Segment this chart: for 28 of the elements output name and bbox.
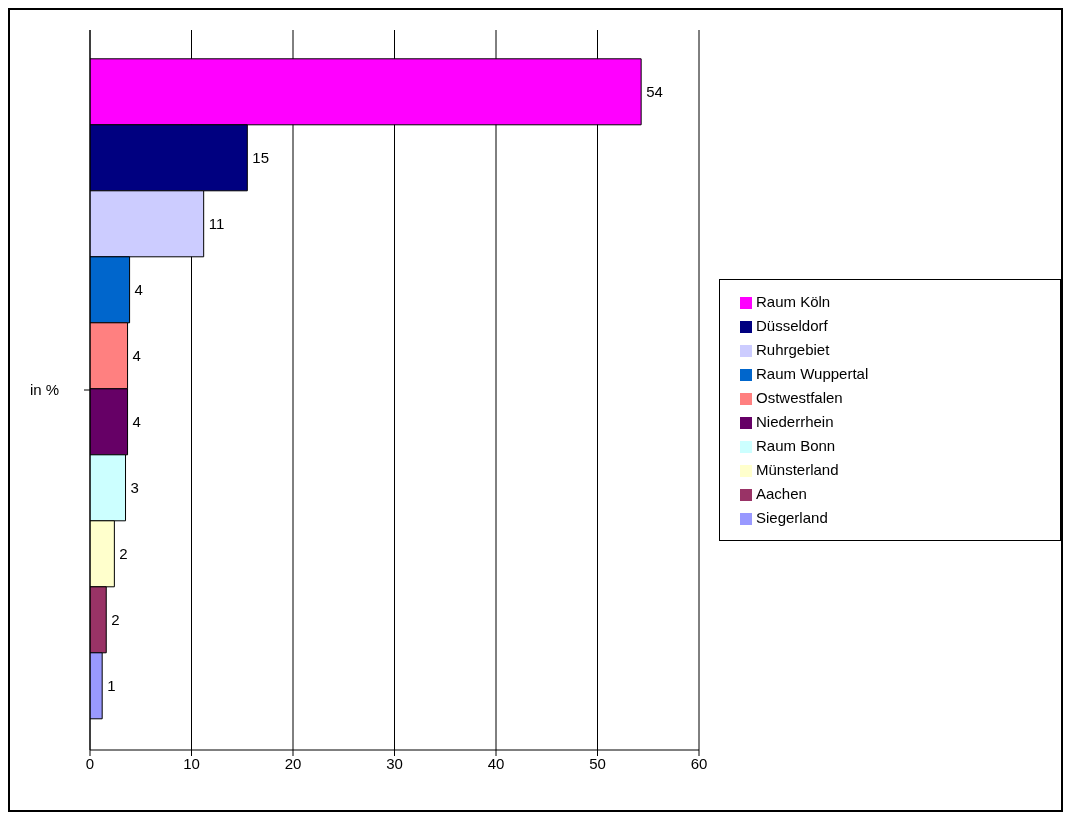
- legend-label: Raum Köln: [756, 293, 831, 310]
- data-label: 4: [134, 281, 143, 299]
- x-tick-label: 20: [284, 754, 302, 772]
- data-label: 1: [107, 677, 116, 695]
- legend-label: Düsseldorf: [756, 317, 828, 334]
- legend-label: Ostwestfalen: [756, 389, 843, 406]
- y-axis-title: in %: [30, 381, 60, 399]
- data-label: 2: [119, 545, 128, 563]
- legend-label: Niederrhein: [756, 413, 834, 430]
- data-label: 4: [132, 413, 141, 431]
- x-tick-label: 0: [85, 754, 95, 772]
- data-label: 54: [646, 83, 663, 101]
- data-label: 11: [208, 215, 225, 233]
- x-tick-label: 50: [589, 754, 606, 772]
- legend-label: Siegerland: [756, 509, 828, 526]
- x-tick-label: 60: [690, 754, 708, 772]
- legend-label: Raum Wuppertal: [756, 365, 869, 382]
- legend-label: Ruhrgebiet: [756, 341, 830, 358]
- data-label: 3: [130, 479, 139, 497]
- x-tick-label: 40: [487, 754, 505, 772]
- data-label: 15: [252, 149, 270, 167]
- x-tick-label: 10: [183, 754, 200, 772]
- legend-label: Aachen: [756, 485, 807, 502]
- legend-label: Münsterland: [756, 461, 839, 478]
- data-label: 2: [111, 611, 120, 629]
- data-label: 4: [132, 347, 141, 365]
- x-tick-label: 30: [386, 754, 403, 772]
- legend-label: Raum Bonn: [756, 437, 836, 454]
